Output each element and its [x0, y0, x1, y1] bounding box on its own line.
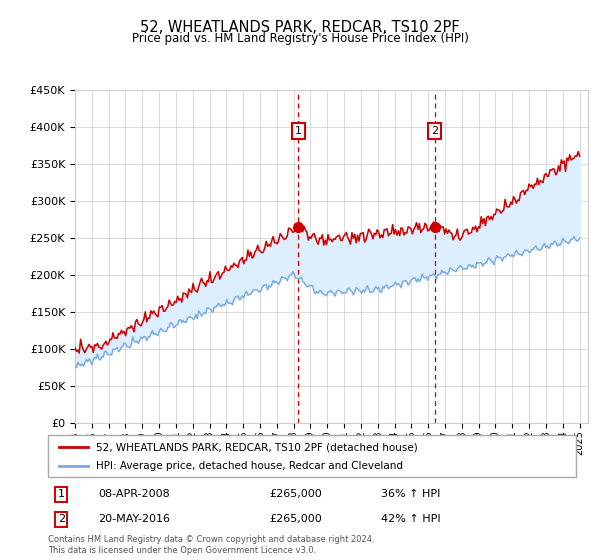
Text: 20-MAY-2016: 20-MAY-2016 [98, 515, 170, 524]
Text: HPI: Average price, detached house, Redcar and Cleveland: HPI: Average price, detached house, Redc… [95, 461, 403, 472]
Text: 52, WHEATLANDS PARK, REDCAR, TS10 2PF (detached house): 52, WHEATLANDS PARK, REDCAR, TS10 2PF (d… [95, 442, 417, 452]
Text: 1: 1 [58, 489, 65, 499]
Text: 2: 2 [58, 515, 65, 524]
Text: £265,000: £265,000 [270, 489, 323, 499]
Text: 2: 2 [431, 126, 438, 136]
Text: £265,000: £265,000 [270, 515, 323, 524]
Text: 36% ↑ HPI: 36% ↑ HPI [380, 489, 440, 499]
Text: 52, WHEATLANDS PARK, REDCAR, TS10 2PF: 52, WHEATLANDS PARK, REDCAR, TS10 2PF [140, 20, 460, 35]
Text: Contains HM Land Registry data © Crown copyright and database right 2024.
This d: Contains HM Land Registry data © Crown c… [48, 535, 374, 555]
Text: 42% ↑ HPI: 42% ↑ HPI [380, 515, 440, 524]
Text: Price paid vs. HM Land Registry's House Price Index (HPI): Price paid vs. HM Land Registry's House … [131, 32, 469, 45]
Text: 1: 1 [295, 126, 302, 136]
Text: 08-APR-2008: 08-APR-2008 [98, 489, 170, 499]
